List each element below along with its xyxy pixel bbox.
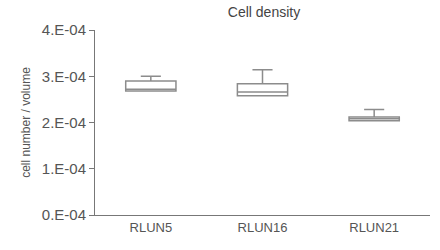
svg-text:RLUN21: RLUN21 [349, 220, 399, 235]
svg-text:3.E-04: 3.E-04 [42, 68, 86, 85]
svg-text:RLUN5: RLUN5 [130, 220, 173, 235]
svg-text:1.E-04: 1.E-04 [42, 160, 86, 177]
svg-text:RLUN16: RLUN16 [238, 220, 288, 235]
svg-text:4.E-04: 4.E-04 [42, 21, 86, 38]
svg-text:cell number / volume: cell number / volume [19, 67, 33, 178]
svg-text:2.E-04: 2.E-04 [42, 114, 86, 131]
svg-text:0.E-04: 0.E-04 [42, 206, 86, 223]
svg-text:Cell density: Cell density [228, 4, 300, 20]
